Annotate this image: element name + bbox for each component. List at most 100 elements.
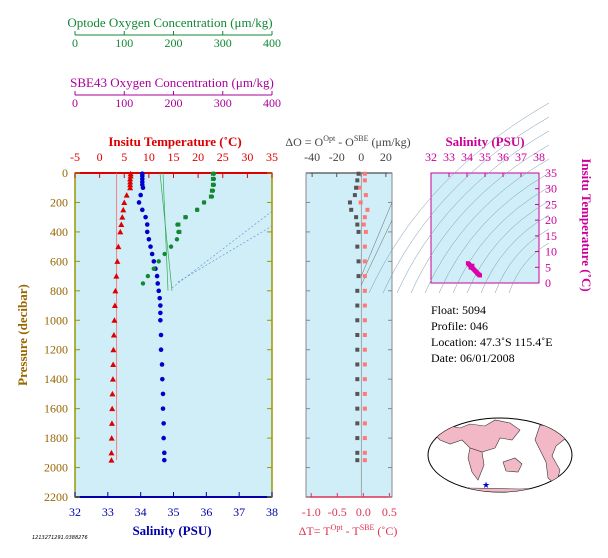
delta-t-axis-title: ΔT= TOpt - TSBE (˚C) (299, 523, 398, 538)
sbe-axis-tick-label: 300 (214, 96, 232, 110)
delta-o-point (354, 215, 359, 220)
salinity-point (148, 244, 153, 249)
temperature-tick-label: 0 (97, 150, 103, 164)
ts-density-contour (438, 172, 550, 294)
sbe-axis-tick-label: 400 (263, 96, 281, 110)
delta-o-point (355, 178, 360, 183)
salinity-point (158, 303, 163, 308)
temperature-point (111, 317, 118, 323)
delta-t-point (361, 222, 366, 227)
pressure-tick-label: 2200 (44, 490, 68, 504)
optode-point (156, 259, 161, 264)
salinity-point (144, 229, 150, 235)
pressure-tick-label: 600 (50, 254, 68, 268)
salinity-tick-label: 34 (135, 505, 147, 519)
float-number: Float: 5094 (431, 303, 487, 317)
temperature-point (109, 390, 116, 397)
pressure-tick-label: 0 (62, 166, 68, 180)
delta-t-point (362, 347, 367, 352)
delta-t-point (362, 318, 367, 323)
pressure-tick-label: 1600 (44, 402, 68, 416)
delta-o-point (355, 406, 360, 411)
ts-salinity-tick-label: 33 (443, 150, 455, 164)
map-landmass-africa (467, 447, 485, 481)
delta-t-point (362, 391, 367, 396)
delta-o-point (355, 391, 360, 396)
profile-number: Profile: 046 (431, 319, 488, 333)
pressure-tick-label: 200 (50, 195, 68, 209)
temperature-point (120, 206, 127, 213)
sbe-axis: SBE43 Oxygen Concentration (μm/kg) 0 100 2… (70, 75, 281, 110)
salinity-point (154, 273, 160, 279)
delta-t-point (362, 377, 367, 382)
temperature-point (110, 332, 117, 338)
delta-t-point (365, 207, 370, 212)
temperature-tick-label: 30 (241, 150, 253, 164)
temperature-point (127, 181, 134, 188)
temperature-point (119, 214, 126, 220)
delta-t-point (362, 274, 367, 279)
delta-o-point (355, 347, 360, 352)
salinity-point (140, 207, 145, 213)
optode-point (145, 273, 151, 279)
temperature-axis-title: Insitu Temperature (˚C) (108, 134, 241, 149)
salinity-tick-label: 38 (266, 505, 278, 519)
temperature-point (117, 228, 124, 235)
pressure-tick-label: 800 (50, 284, 68, 298)
ts-salinity-tick-label: 35 (479, 150, 491, 164)
optode-point (162, 251, 167, 257)
delta-o-point (355, 244, 360, 249)
temperature-point (108, 449, 115, 456)
ts-temperature-title: Insitu Temperature (˚C) (579, 158, 594, 291)
ts-salinity-tick-label: 34 (461, 150, 473, 164)
delta-o-tick-label: 0 (358, 150, 364, 164)
delta-o-point (355, 318, 360, 323)
temperature-point (115, 243, 122, 250)
salinity-tick-label: 33 (102, 505, 114, 519)
map-landmass-eurasia (429, 419, 521, 453)
pressure-tick-label: 1800 (44, 431, 68, 445)
salinity-point (161, 435, 166, 441)
delta-o-point (355, 377, 360, 382)
optode-axis: Optode Oxygen Concentration (μm/kg) 0 100… (67, 15, 281, 50)
sbe-axis-tick-label: 200 (165, 96, 183, 110)
optode-point (140, 281, 146, 286)
delta-t-point (362, 333, 367, 337)
salinity-point (158, 310, 163, 316)
pressure-axis-title: Pressure (decibar) (15, 284, 30, 386)
footer-id: 1213271291.0388276 (32, 535, 88, 541)
temperature-tick-label: -5 (70, 150, 80, 164)
sbe-trend-line (162, 172, 169, 291)
salinity-point (156, 288, 162, 294)
salinity-tick-label: 36 (200, 505, 212, 519)
delta-link-line (361, 202, 393, 277)
salinity-point (138, 192, 143, 198)
delta-t-point (357, 185, 362, 190)
optode-axis-tick-label: 0 (72, 36, 78, 50)
optode-point (176, 229, 181, 235)
optode-point (211, 182, 217, 187)
delta-t-point (362, 178, 367, 183)
salinity-point (160, 376, 165, 382)
delta-o-tick-label: 20 (380, 150, 392, 164)
optode-point (175, 222, 180, 227)
ts-temperature-tick-label: 0 (545, 276, 551, 290)
salinity-tick-label: 37 (233, 505, 245, 519)
delta-o-point (355, 333, 360, 337)
pressure-tick-label: 1200 (44, 343, 68, 357)
delta-t-point (362, 288, 367, 293)
delta-o-point (356, 171, 361, 176)
salinity-point (158, 347, 164, 353)
temperature-tick-label: 5 (121, 150, 127, 164)
optode-point (151, 266, 156, 271)
ts-density-contour (424, 158, 550, 294)
delta-t-tick-label: -1.0 (302, 505, 321, 519)
delta-t-point (363, 229, 368, 234)
salinity-tick-label: 35 (168, 505, 180, 519)
delta-t-point (362, 458, 367, 463)
location: Location: 47.3˚S 115.4˚E (431, 335, 553, 349)
profile-panel: Insitu Temperature (˚C) -5 0 5 10 15 20 25 30 35… (15, 134, 278, 538)
ts-density-contour (508, 242, 550, 294)
optode-point (183, 214, 189, 220)
delta-t-point (358, 200, 363, 205)
